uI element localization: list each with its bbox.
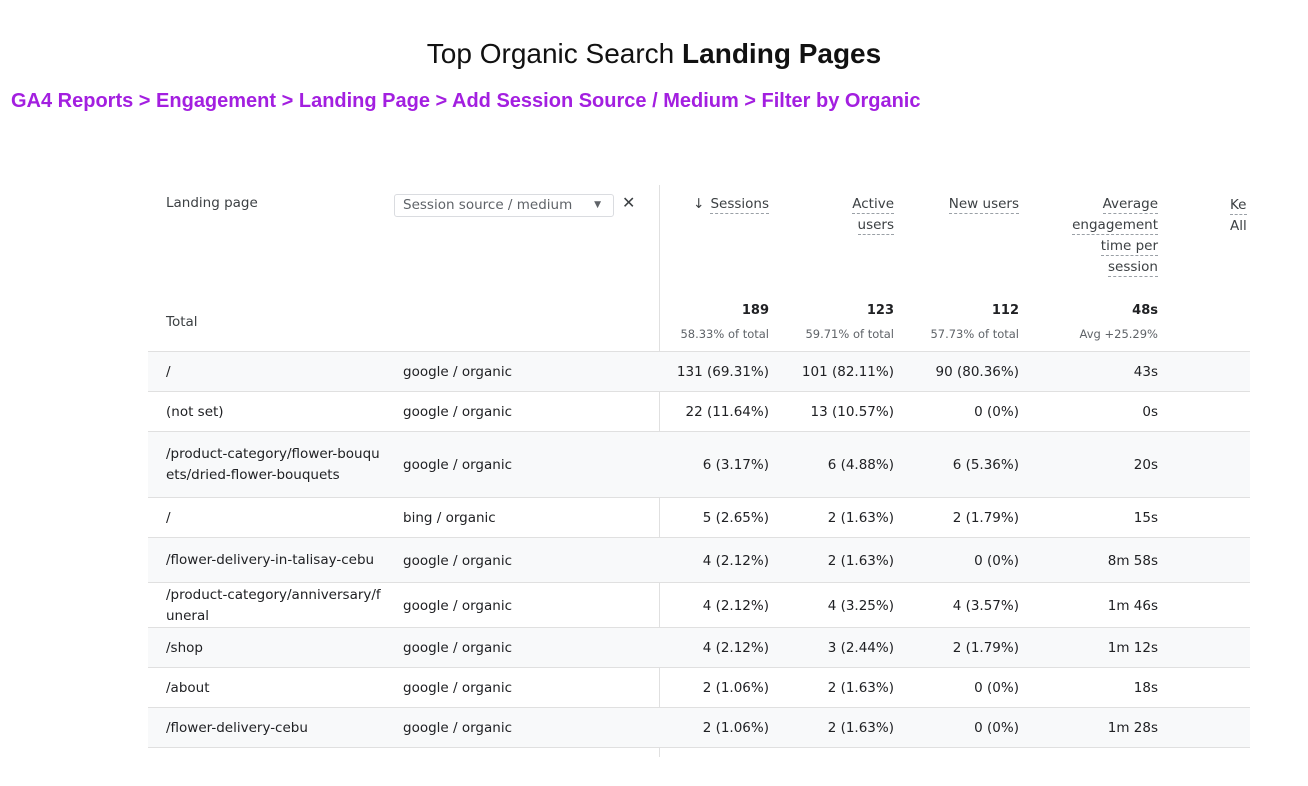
active-users-cell: 2 (1.63%) [827, 720, 894, 736]
active-users-header[interactable]: Active users [794, 194, 894, 236]
active-users-cell: 2 (1.63%) [827, 680, 894, 696]
sessions-cell: 131 (69.31%) [676, 364, 769, 380]
active-users-cell: 2 (1.63%) [827, 552, 894, 569]
landing-page-cell: / [166, 363, 171, 380]
new-users-cell: 0 (0%) [974, 680, 1019, 696]
avg-engagement-cell: 20s [1133, 457, 1158, 473]
table-row[interactable]: /flower-delivery-in-talisay-cebu google … [148, 537, 1250, 583]
active-users-header-line2: users [857, 217, 894, 235]
avg-engagement-cell: 1m 46s [1107, 597, 1158, 614]
landing-page-cell: /product-category/anniversary/funeral [166, 586, 381, 624]
new-users-cell: 0 (0%) [974, 404, 1019, 420]
avg-engagement-header-line4: session [1108, 259, 1158, 277]
sessions-cell: 4 (2.12%) [702, 552, 769, 569]
key-events-header-line1: Ke [1230, 197, 1247, 215]
sessions-header[interactable]: ↓ Sessions [669, 194, 769, 215]
source-medium-cell: google / organic [403, 640, 512, 656]
source-medium-cell: google / organic [403, 552, 512, 569]
avg-engagement-cell: 1m 28s [1107, 720, 1158, 736]
table-row[interactable]: /about google / organic 2 (1.06%) 2 (1.6… [148, 667, 1250, 708]
new-users-header-label: New users [948, 196, 1019, 214]
source-medium-cell: google / organic [403, 364, 512, 380]
active-users-cell: 6 (4.88%) [827, 457, 894, 473]
source-medium-cell: google / organic [403, 597, 512, 614]
source-medium-cell: google / organic [403, 720, 512, 736]
dimension-select-label: Session source / medium [403, 197, 573, 213]
new-users-cell: 2 (1.79%) [952, 510, 1019, 526]
sessions-cell: 6 (3.17%) [702, 457, 769, 473]
landing-page-header[interactable]: Landing page [166, 195, 258, 211]
total-avg-engagement-delta: Avg +25.29% [1079, 327, 1158, 341]
avg-engagement-header[interactable]: Average engagement time per session [1038, 194, 1158, 278]
sessions-cell: 5 (2.65%) [702, 510, 769, 526]
new-users-cell: 4 (3.57%) [952, 597, 1019, 614]
page-title: Top Organic Search Landing Pages [0, 38, 1308, 70]
sessions-header-label: Sessions [710, 196, 769, 214]
avg-engagement-cell: 0s [1142, 404, 1158, 420]
avg-engagement-cell: 8m 58s [1107, 552, 1158, 569]
sessions-cell: 2 (1.06%) [702, 680, 769, 696]
key-events-header-line2: All e [1230, 218, 1250, 234]
source-medium-cell: google / organic [403, 680, 512, 696]
page-title-normal: Top Organic Search [426, 38, 683, 69]
total-sessions: 189 [741, 303, 769, 318]
sort-down-arrow-icon: ↓ [693, 196, 705, 212]
landing-page-cell: /product-category/flower-bouquets/dried-… [166, 446, 380, 483]
landing-page-cell: (not set) [166, 403, 224, 420]
dropdown-arrow-icon: ▼ [594, 200, 601, 210]
total-new-users: 112 [991, 303, 1019, 318]
source-medium-cell: google / organic [403, 457, 512, 473]
landing-page-cell: /flower-delivery-cebu [166, 719, 308, 736]
total-new-users-share: 57.73% of total [930, 327, 1019, 341]
avg-engagement-header-line1: Average [1102, 196, 1158, 214]
sessions-cell: 4 (2.12%) [702, 640, 769, 656]
remove-dimension-close-icon[interactable]: ✕ [622, 193, 636, 212]
total-sessions-share: 58.33% of total [680, 327, 769, 341]
avg-engagement-cell: 1m 12s [1107, 640, 1158, 656]
avg-engagement-header-line2: engagement [1072, 217, 1158, 235]
total-active-users: 123 [866, 303, 894, 318]
active-users-cell: 101 (82.11%) [801, 364, 894, 380]
new-users-cell: 0 (0%) [974, 552, 1019, 569]
breadcrumb: GA4 Reports > Engagement > Landing Page … [11, 90, 921, 112]
table-row[interactable]: / google / organic 131 (69.31%) 101 (82.… [148, 351, 1250, 392]
page-title-bold: Landing Pages [682, 38, 882, 69]
total-active-users-share: 59.71% of total [805, 327, 894, 341]
avg-engagement-header-line3: time per [1100, 238, 1158, 256]
source-medium-cell: google / organic [403, 404, 512, 420]
table-bottom-border [148, 747, 1250, 748]
active-users-cell: 3 (2.44%) [827, 640, 894, 656]
new-users-cell: 90 (80.36%) [935, 364, 1019, 380]
avg-engagement-cell: 18s [1133, 680, 1158, 696]
new-users-header[interactable]: New users [919, 194, 1019, 215]
table-row[interactable]: /product-category/anniversary/funeral go… [148, 582, 1250, 628]
active-users-header-line1: Active [852, 196, 894, 214]
landing-page-cell: /shop [166, 639, 203, 656]
active-users-cell: 2 (1.63%) [827, 510, 894, 526]
new-users-cell: 6 (5.36%) [952, 457, 1019, 473]
report-table: Landing page Session source / medium ▼ ✕… [148, 185, 1250, 757]
total-label: Total [166, 314, 198, 330]
table-row[interactable]: / bing / organic 5 (2.65%) 2 (1.63%) 2 (… [148, 497, 1250, 538]
sessions-cell: 22 (11.64%) [685, 404, 769, 420]
source-medium-cell: bing / organic [403, 510, 496, 526]
table-row[interactable]: /shop google / organic 4 (2.12%) 3 (2.44… [148, 627, 1250, 668]
landing-page-cell: / [166, 509, 171, 526]
key-events-header[interactable]: Ke All e [1230, 195, 1250, 237]
sessions-cell: 2 (1.06%) [702, 720, 769, 736]
table-row[interactable]: /flower-delivery-cebu google / organic 2… [148, 707, 1250, 748]
landing-page-cell: /about [166, 679, 210, 696]
avg-engagement-cell: 15s [1133, 510, 1158, 526]
sessions-cell: 4 (2.12%) [702, 597, 769, 614]
active-users-cell: 13 (10.57%) [810, 404, 894, 420]
total-avg-engagement: 48s [1132, 303, 1158, 318]
table-row[interactable]: /product-category/flower-bouquets/dried-… [148, 431, 1250, 498]
active-users-cell: 4 (3.25%) [827, 597, 894, 614]
new-users-cell: 0 (0%) [974, 720, 1019, 736]
landing-page-cell: /flower-delivery-in-talisay-cebu [166, 552, 375, 568]
session-source-medium-select[interactable]: Session source / medium ▼ [394, 194, 614, 217]
new-users-cell: 2 (1.79%) [952, 640, 1019, 656]
table-row[interactable]: (not set) google / organic 22 (11.64%) 1… [148, 391, 1250, 432]
avg-engagement-cell: 43s [1133, 364, 1158, 380]
